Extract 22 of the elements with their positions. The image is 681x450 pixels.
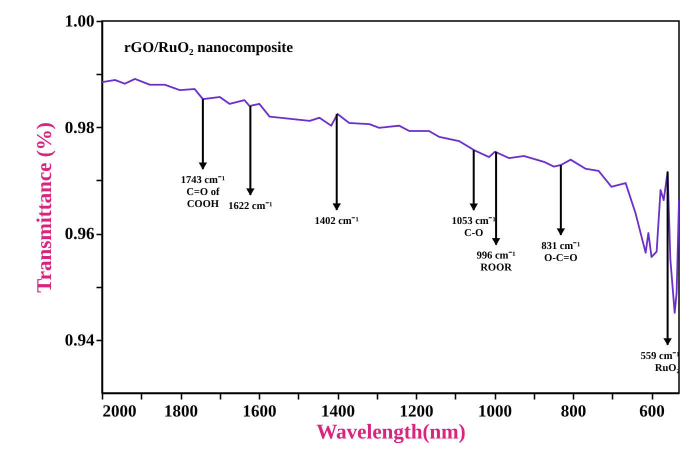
annotation: 1622 cm⁻¹ xyxy=(228,201,272,212)
line-series xyxy=(102,78,679,314)
x-tick-label: 600 xyxy=(639,402,665,420)
x-tick-label: 800 xyxy=(560,402,586,420)
y-tick-label: 0.94 xyxy=(64,330,95,350)
annotation: 996 cm⁻¹ ROOR xyxy=(476,250,516,274)
y-axis-title: Transmittance (%) xyxy=(32,122,56,293)
text: rGO/RuO₂ nanocomposite xyxy=(124,40,294,56)
x-tick-label: 2000 xyxy=(102,402,136,420)
x-tick-label: 1000 xyxy=(478,402,512,420)
x-tick-label: 1200 xyxy=(400,402,434,420)
annotation: 559 cm⁻¹ RuO₂ xyxy=(640,350,680,374)
y-tick-label: 1.00 xyxy=(64,12,94,30)
x-tick-label: 1400 xyxy=(321,402,356,420)
y-tick-label: 0.98 xyxy=(64,118,94,137)
x-axis-title: Wavelength(nm) xyxy=(316,420,466,444)
y-tick-label: 0.96 xyxy=(64,224,94,244)
x-tick-label: 1800 xyxy=(164,402,198,420)
annotation: 831 cm⁻¹ O-C=O xyxy=(541,241,580,264)
annotation: 1743 cm⁻¹ C=O of COOH xyxy=(180,175,225,210)
annotation: 1402 cm⁻¹ xyxy=(314,216,359,227)
x-tick-label: 1600 xyxy=(242,402,277,420)
